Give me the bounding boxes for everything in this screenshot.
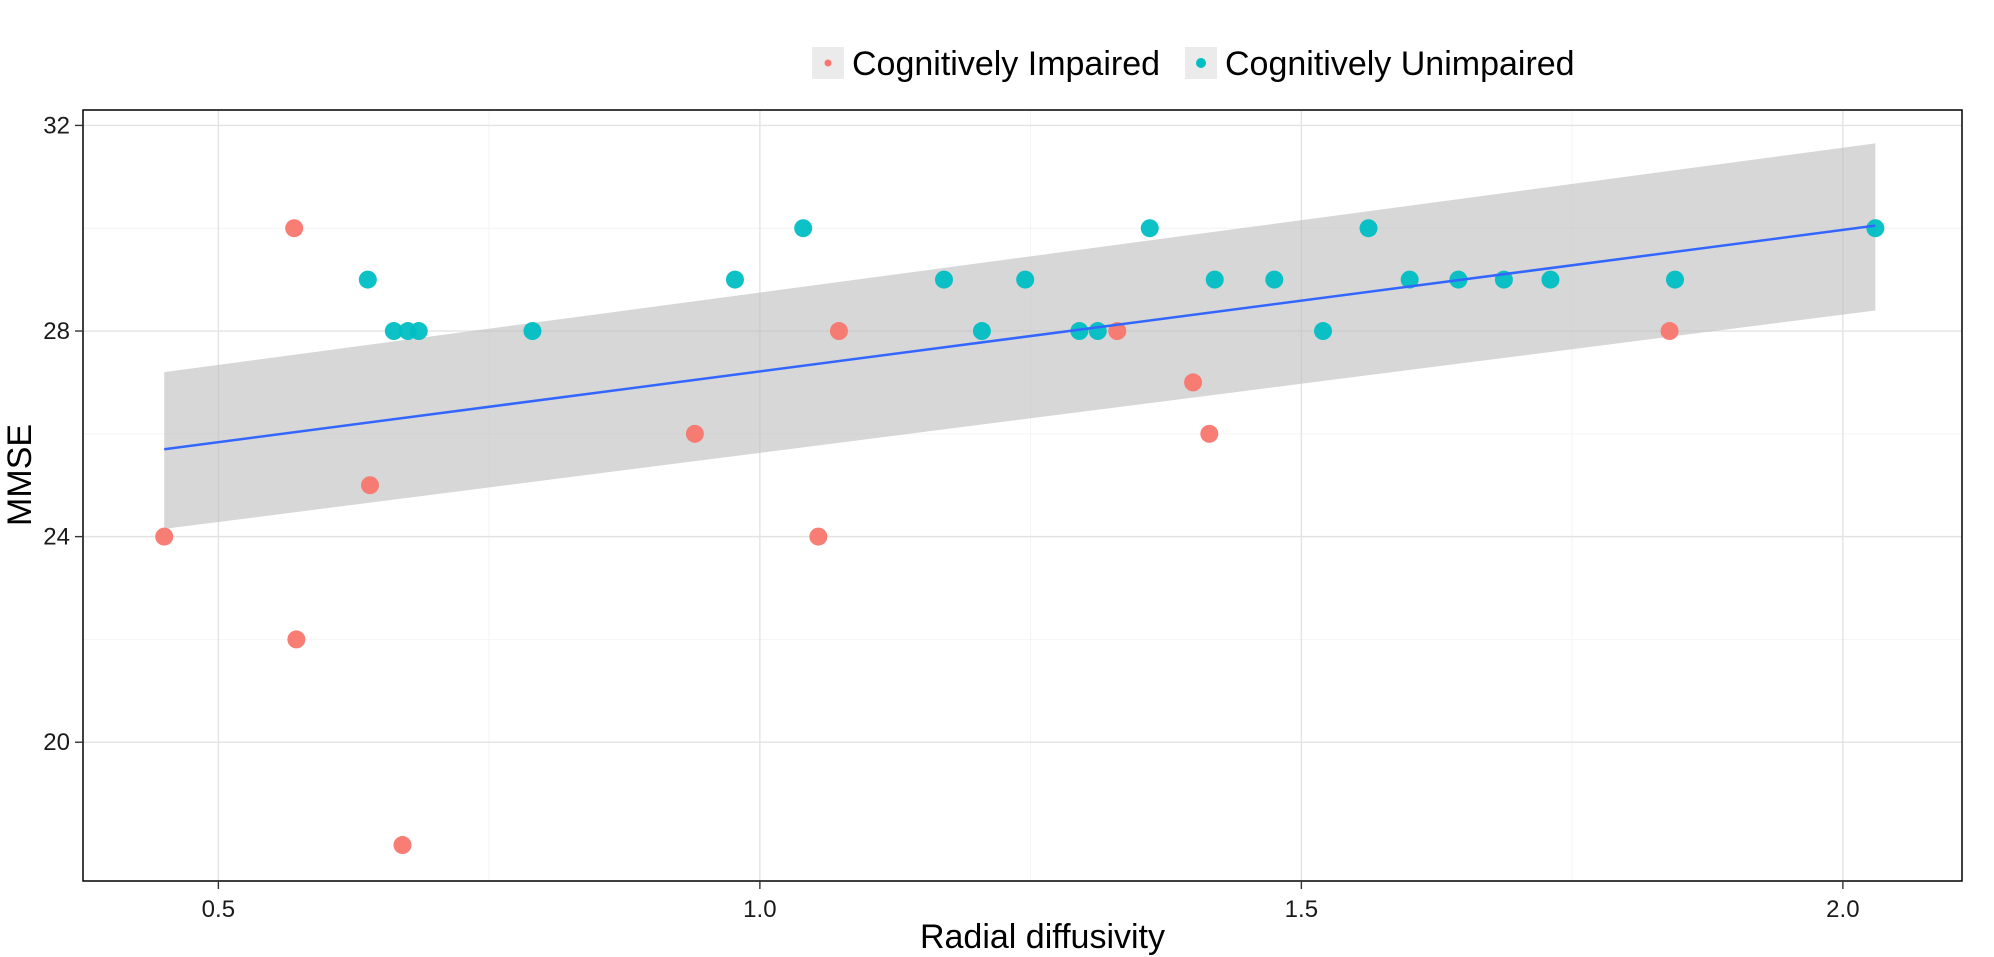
- point-unimpaired: [972, 322, 991, 341]
- point-unimpaired: [794, 219, 813, 238]
- x-tick-label: 2.0: [1826, 896, 1859, 923]
- point-unimpaired: [1666, 270, 1685, 289]
- point-unimpaired: [934, 270, 953, 289]
- data-points: [155, 219, 1885, 855]
- point-unimpaired: [384, 322, 403, 341]
- point-impaired: [809, 527, 828, 546]
- point-unimpaired: [1359, 219, 1378, 238]
- legend-dot-impaired: [824, 59, 832, 67]
- point-impaired: [1184, 373, 1203, 392]
- regression-line: [164, 224, 1876, 451]
- y-tick-label: 28: [43, 318, 70, 345]
- confidence-band: [164, 143, 1876, 529]
- point-unimpaired: [1541, 270, 1560, 289]
- point-unimpaired: [1140, 219, 1159, 238]
- axis-ticks: 0.5 1.0 1.5 2.0 20 24 28 32: [43, 112, 1859, 923]
- plot-panel-border: [82, 109, 1963, 882]
- point-unimpaired: [725, 270, 744, 289]
- point-impaired: [287, 630, 306, 649]
- point-impaired: [393, 836, 412, 855]
- point-unimpaired: [1866, 219, 1885, 238]
- point-unimpaired: [1088, 322, 1107, 341]
- legend-label-unimpaired: Cognitively Unimpaired: [1225, 45, 1575, 83]
- point-unimpaired: [409, 322, 428, 341]
- point-unimpaired: [1016, 270, 1035, 289]
- y-tick-label: 20: [43, 729, 70, 756]
- point-unimpaired: [358, 270, 377, 289]
- x-tick-label: 1.5: [1285, 896, 1318, 923]
- point-impaired: [829, 322, 848, 341]
- point-unimpaired: [1265, 270, 1284, 289]
- legend-dot-unimpaired: [1196, 58, 1206, 68]
- point-impaired: [1200, 424, 1219, 443]
- point-unimpaired: [523, 322, 542, 341]
- x-axis-title: Radial diffusivity: [920, 918, 1165, 956]
- x-tick-label: 0.5: [202, 896, 235, 923]
- legend: Cognitively Impaired Cognitively Unimpai…: [812, 45, 1575, 83]
- point-unimpaired: [1400, 270, 1419, 289]
- point-impaired: [1660, 322, 1679, 341]
- point-impaired: [155, 527, 174, 546]
- point-unimpaired: [1070, 322, 1089, 341]
- point-impaired: [285, 219, 304, 238]
- y-tick-label: 24: [43, 524, 70, 551]
- x-tick-label: 1.0: [743, 896, 776, 923]
- y-axis-title: MMSE: [1, 424, 39, 526]
- point-impaired: [360, 476, 379, 495]
- point-impaired: [685, 424, 704, 443]
- legend-label-impaired: Cognitively Impaired: [852, 45, 1160, 83]
- y-tick-label: 32: [43, 112, 70, 139]
- point-unimpaired: [1205, 270, 1224, 289]
- point-unimpaired: [1314, 322, 1333, 341]
